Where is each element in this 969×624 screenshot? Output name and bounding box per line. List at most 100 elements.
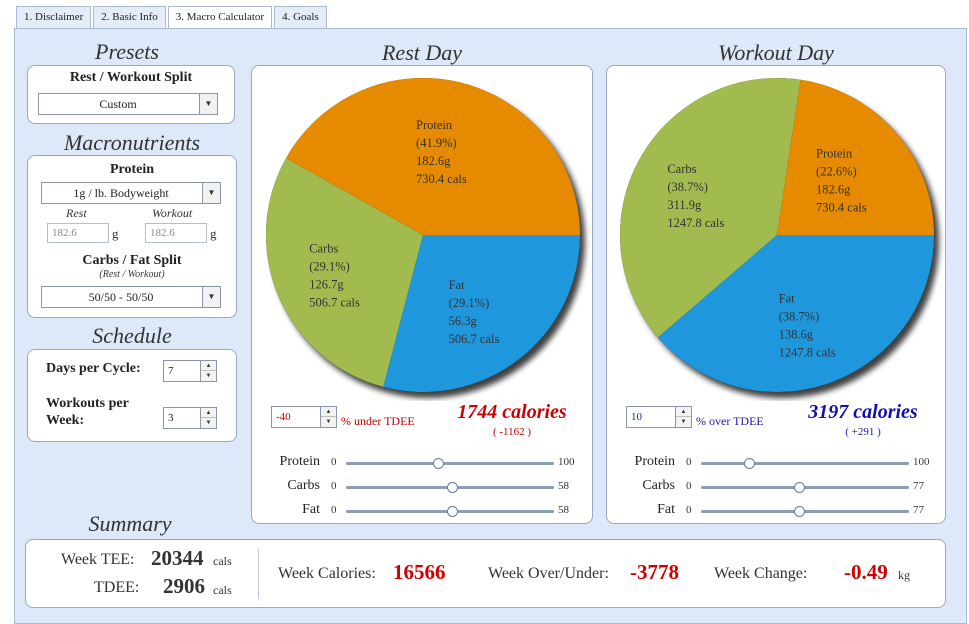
workout-day-pie-chart: Protein (22.6%) 182.6g 730.4 cals Fat (38.7%)… — [620, 77, 934, 393]
workout-slider-handle-protein[interactable] — [743, 458, 755, 469]
stepper-buttons: ▲ ▼ — [200, 361, 216, 381]
workout-slice-carbs[interactable] — [620, 77, 801, 338]
rest-tdee-stepper[interactable]: -40 ▲ ▼ — [271, 406, 337, 428]
chevron-down-icon[interactable]: ▼ — [680, 419, 687, 425]
protein-select[interactable]: 1g / lb. Bodyweight ▼ — [41, 182, 221, 204]
stepper-buttons: ▲ ▼ — [675, 407, 691, 427]
workouts-label-line2: Week: — [46, 413, 85, 428]
rest-slider-min-carbs: 0 — [331, 480, 337, 492]
workout-slider-min-protein: 0 — [686, 456, 692, 468]
workout-slider-max-carbs: 77 — [913, 480, 924, 492]
rest-tdee-label: % under TDEE — [341, 414, 415, 428]
week-change-unit: kg — [898, 568, 910, 582]
rest-calories: 1744 calories — [457, 401, 567, 423]
workouts-per-week-stepper[interactable]: 3 ▲ ▼ — [163, 407, 217, 429]
week-calories-value: 16566 — [393, 560, 446, 584]
rest-day-heading: Rest Day — [381, 40, 463, 65]
tdee-unit: cals — [213, 583, 232, 597]
tdee-value: 2906 — [163, 574, 205, 598]
workout-day-box: Protein (22.6%) 182.6g 730.4 cals Fat (38.7%)… — [606, 65, 946, 524]
tab-goals[interactable]: 4. Goals — [274, 6, 327, 28]
workout-slider-track-carbs[interactable] — [701, 486, 909, 489]
workout-slice-protein[interactable] — [777, 79, 934, 235]
macro-calculator-panel: Presets Rest / Workout Split Custom ▼ Ma… — [14, 28, 967, 624]
schedule-heading: Schedule — [92, 323, 172, 348]
workout-slice-label-protein: Protein (22.6%) 182.6g 730.4 cals — [816, 147, 867, 215]
week-change-value: -0.49 — [844, 560, 888, 584]
workout-tdee-stepper[interactable]: 10 ▲ ▼ — [626, 406, 692, 428]
rest-slider-min-fat: 0 — [331, 504, 337, 516]
chevron-down-icon: ▼ — [199, 94, 217, 114]
rest-slice-label-protein: Protein (41.9%) 182.6g 730.4 cals — [416, 118, 467, 186]
chevron-down-icon: ▼ — [202, 183, 220, 203]
protein-label: Protein — [109, 162, 155, 177]
rest-slider-handle-carbs[interactable] — [447, 482, 459, 493]
workout-slider-min-fat: 0 — [686, 504, 692, 516]
workout-slider-min-carbs: 0 — [686, 480, 692, 492]
rest-slider-label-fat: Fat — [302, 502, 320, 517]
rest-slider-track-protein[interactable] — [346, 462, 554, 465]
workouts-per-week-label: Workouts per Week: — [46, 395, 129, 429]
chevron-up-icon[interactable]: ▲ — [201, 361, 216, 371]
workouts-label-line1: Workouts per — [46, 396, 129, 411]
rest-slice-fat[interactable] — [383, 235, 580, 392]
workout-slider-handle-fat[interactable] — [793, 506, 805, 517]
rest-slice-label-fat: Fat (29.1%) 56.3g 506.7 cals — [449, 278, 500, 346]
chevron-down-icon[interactable]: ▼ — [325, 419, 332, 425]
schedule-box: Days per Cycle: 7 ▲ ▼ Workouts per Week: … — [27, 349, 237, 442]
workout-slice-label-fat: Fat (38.7%) 138.6g 1247.8 cals — [779, 291, 836, 359]
days-per-cycle-stepper[interactable]: 7 ▲ ▼ — [163, 360, 217, 382]
rest-slider-max-protein: 100 — [558, 456, 575, 468]
rest-slider-handle-protein[interactable] — [432, 458, 444, 469]
week-over-under-label: Week Over/Under: — [488, 565, 609, 582]
chevron-up-icon[interactable]: ▲ — [321, 407, 336, 417]
tab-disclaimer[interactable]: 1. Disclaimer — [16, 6, 92, 28]
rest-day-box: Protein (41.9%) 182.6g 730.4 cals Fat (29.1%)… — [251, 65, 593, 524]
rest-tdee-value: -40 — [276, 411, 291, 423]
workout-calories: 3197 calories — [808, 401, 918, 423]
chevron-down-icon: ▼ — [202, 287, 220, 307]
split-select[interactable]: Custom ▼ — [38, 93, 218, 115]
summary-box: Week TEE: 20344 cals TDEE: 2906 cals Wee… — [25, 539, 946, 608]
chevron-down-icon[interactable]: ▼ — [205, 373, 212, 379]
workout-calories-diff: ( +291 ) — [845, 426, 881, 438]
split-label: Rest / Workout Split — [69, 70, 193, 85]
rest-label: Rest — [66, 206, 87, 220]
tab-bar: 1. Disclaimer 2. Basic Info 3. Macro Cal… — [16, 6, 329, 29]
days-per-cycle-label: Days per Cycle: — [46, 361, 141, 376]
carbs-fat-split-label: Carbs / Fat Split — [82, 253, 182, 268]
summary-heading: Summary — [88, 511, 172, 536]
carbs-fat-split-select[interactable]: 50/50 - 50/50 ▼ — [41, 286, 221, 308]
rest-slider-label-carbs: Carbs — [287, 478, 320, 493]
workout-slice-fat[interactable] — [657, 235, 934, 393]
rest-grams-unit: g — [112, 226, 119, 241]
workout-slider-handle-carbs[interactable] — [793, 482, 805, 493]
carbs-fat-split-sub: (Rest / Workout) — [99, 269, 165, 280]
week-over-under-value: -3778 — [630, 560, 679, 584]
workout-label: Workout — [152, 206, 193, 220]
week-calories-label: Week Calories: — [278, 565, 376, 582]
chevron-down-icon[interactable]: ▼ — [205, 420, 212, 426]
chevron-up-icon[interactable]: ▲ — [201, 408, 216, 418]
chevron-up-icon[interactable]: ▲ — [676, 407, 691, 417]
stepper-buttons: ▲ ▼ — [200, 408, 216, 428]
rest-slider-handle-fat[interactable] — [447, 506, 459, 517]
macronutrients-heading: Macronutrients — [63, 130, 201, 155]
workouts-per-week-value: 3 — [168, 412, 174, 424]
rest-slice-carbs[interactable] — [265, 158, 423, 387]
split-select-value: Custom — [99, 97, 137, 111]
rest-calories-diff: ( -1162 ) — [492, 426, 532, 438]
tab-macro-calculator[interactable]: 3. Macro Calculator — [167, 6, 273, 29]
rest-slider-max-fat: 58 — [558, 504, 569, 516]
week-change-label: Week Change: — [714, 565, 808, 582]
week-tee-unit: cals — [213, 554, 232, 568]
macronutrients-box: Protein 1g / lb. Bodyweight ▼ Rest Worko… — [27, 155, 237, 318]
rest-protein-grams-field[interactable]: 182.6 — [47, 223, 109, 243]
tab-basic-info[interactable]: 2. Basic Info — [93, 6, 166, 28]
workout-slider-track-fat[interactable] — [701, 510, 909, 513]
workout-protein-grams-field[interactable]: 182.6 — [145, 223, 207, 243]
workout-slider-track-protein[interactable] — [701, 462, 909, 465]
week-tee-value: 20344 — [151, 546, 204, 570]
rest-slice-protein[interactable] — [286, 78, 580, 235]
workout-slider-max-protein: 100 — [913, 456, 930, 468]
